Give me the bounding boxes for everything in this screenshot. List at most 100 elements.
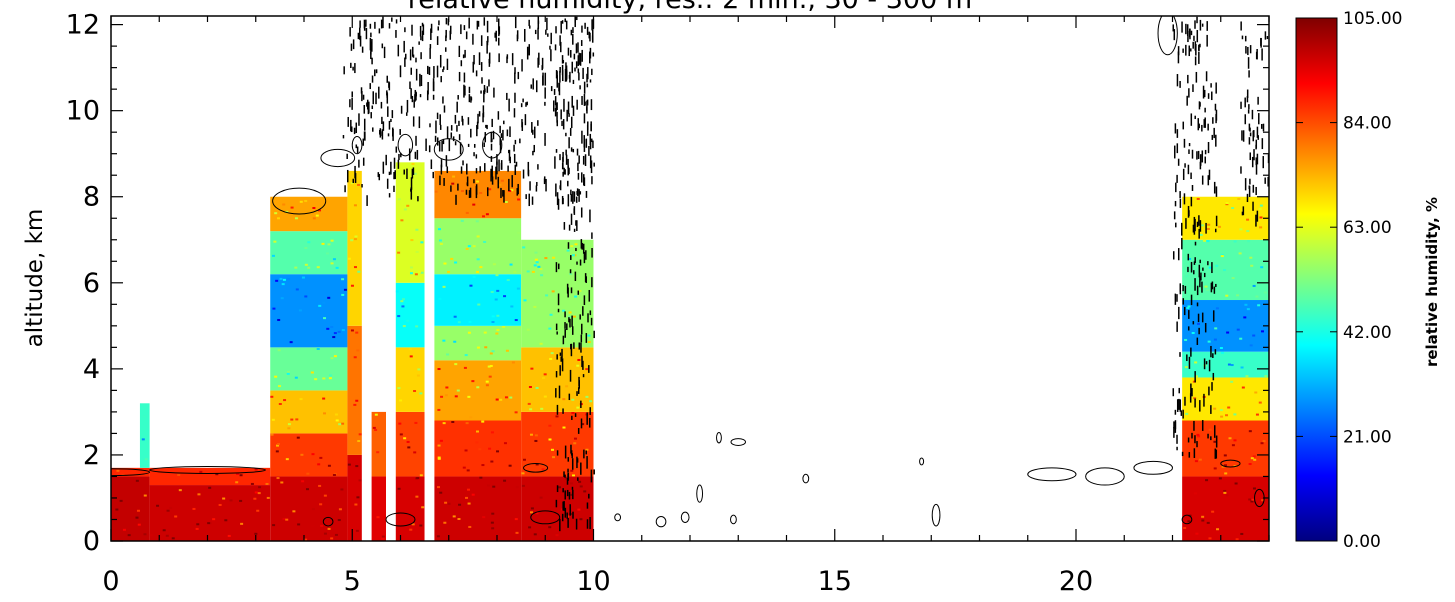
cloud-signal-mark	[442, 66, 445, 70]
cloud-signal-mark	[570, 147, 573, 152]
cloud-signal-mark	[432, 78, 435, 92]
cloud-signal-mark	[579, 85, 581, 90]
cloud-signal-mark	[582, 360, 584, 370]
cloud-signal-mark	[565, 132, 567, 137]
heatmap-pixel	[527, 402, 531, 405]
cloud-signal-mark	[572, 191, 574, 204]
heatmap-pixel	[572, 474, 576, 477]
cloud-signal-mark	[1183, 193, 1186, 205]
heatmap-pixel	[479, 191, 483, 194]
heatmap-pixel	[526, 270, 530, 273]
cloud-signal-mark	[559, 154, 561, 161]
heatmap-pixel	[341, 329, 345, 332]
heatmap-pixel	[299, 398, 303, 401]
cloud-signal-mark	[378, 28, 381, 34]
cloud-signal-mark	[1174, 409, 1177, 415]
contour-line	[397, 133, 414, 157]
cloud-signal-mark	[580, 40, 583, 46]
heatmap-pixel	[277, 318, 281, 321]
cloud-signal-mark	[1214, 349, 1217, 355]
heatmap-pixel	[1205, 479, 1209, 482]
heatmap-pixel	[254, 468, 258, 471]
heatmap-pixel	[1225, 203, 1229, 206]
cloud-signal-mark	[427, 65, 429, 75]
x-tick-label: 0	[102, 566, 119, 597]
heatmap-cell	[270, 476, 348, 541]
cloud-signal-mark	[1181, 451, 1184, 457]
heatmap-pixel	[498, 183, 502, 186]
cloud-signal-mark	[350, 62, 352, 69]
cloud-signal-mark	[570, 213, 573, 225]
heatmap-pixel	[562, 309, 566, 312]
heatmap-pixel	[1205, 289, 1209, 292]
heatmap-pixel	[397, 387, 401, 390]
cloud-signal-mark	[1242, 206, 1245, 216]
cloud-signal-mark	[1193, 216, 1196, 227]
cloud-signal-mark	[578, 72, 580, 81]
heatmap-pixel	[552, 456, 556, 459]
heatmap-pixel	[439, 439, 443, 442]
cloud-signal-mark	[446, 126, 449, 140]
cloud-signal-mark	[561, 162, 564, 170]
heatmap-pixel	[276, 477, 280, 480]
cloud-signal-mark	[403, 169, 405, 175]
cloud-signal-mark	[559, 518, 561, 532]
heatmap-pixel	[397, 487, 401, 490]
heatmap-pixel	[539, 268, 543, 271]
cloud-signal-mark	[582, 243, 585, 254]
cloud-signal-mark	[1191, 185, 1194, 191]
cloud-signal-mark	[571, 61, 574, 74]
cloud-signal-mark	[544, 72, 547, 86]
cloud-signal-mark	[442, 96, 444, 104]
cloud-signal-mark	[495, 166, 497, 180]
heatmap-pixel	[476, 235, 480, 238]
cloud-signal-mark	[567, 468, 569, 473]
cloud-signal-mark	[418, 116, 421, 129]
heatmap-pixel	[451, 182, 455, 185]
heatmap-pixel	[514, 518, 518, 521]
cloud-signal-mark	[1204, 149, 1207, 155]
heatmap-pixel	[311, 453, 315, 456]
heatmap-cell	[371, 476, 387, 541]
cloud-signal-mark	[362, 94, 365, 100]
cloud-signal-mark	[514, 164, 517, 176]
cloud-signal-mark	[554, 44, 557, 51]
heatmap-pixel	[1262, 440, 1266, 443]
cloud-signal-mark	[1246, 193, 1249, 203]
cloud-signal-mark	[567, 457, 570, 462]
cloud-signal-mark	[1187, 164, 1190, 175]
cloud-signal-mark	[1187, 253, 1190, 261]
cloud-signal-mark	[576, 456, 578, 469]
heatmap-pixel	[453, 340, 457, 343]
cloud-signal-mark	[399, 129, 401, 135]
heatmap-pixel	[323, 412, 327, 415]
heatmap-pixel	[195, 527, 199, 530]
heatmap-pixel	[523, 299, 527, 302]
cloud-signal-mark	[577, 477, 579, 481]
cloud-signal-mark	[511, 53, 514, 66]
cloud-signal-mark	[1251, 109, 1254, 120]
cloud-signal-mark	[574, 67, 576, 72]
cloud-signal-mark	[566, 512, 568, 519]
cloud-signal-mark	[1199, 220, 1202, 232]
cloud-signal-mark	[1184, 396, 1186, 406]
cloud-signal-mark	[1172, 251, 1175, 260]
heatmap-cell	[139, 403, 150, 468]
heatmap-cell	[434, 360, 522, 421]
heatmap-cell	[371, 411, 387, 477]
cloud-signal-mark	[587, 67, 589, 80]
cloud-signal-mark	[522, 98, 524, 103]
heatmap-pixel	[420, 271, 424, 274]
cloud-signal-mark	[1196, 16, 1198, 24]
cloud-signal-mark	[1176, 321, 1178, 332]
heatmap-pixel	[1238, 252, 1242, 255]
heatmap-pixel	[376, 451, 380, 454]
cloud-signal-mark	[1190, 383, 1192, 395]
heatmap-pixel	[545, 294, 549, 297]
cloud-signal-mark	[1187, 266, 1189, 273]
cloud-signal-mark	[571, 95, 573, 108]
cloud-signal-mark	[1186, 354, 1188, 362]
cloud-signal-mark	[522, 169, 525, 179]
heatmap-pixel	[409, 528, 413, 531]
heatmap-pixel	[442, 339, 446, 342]
